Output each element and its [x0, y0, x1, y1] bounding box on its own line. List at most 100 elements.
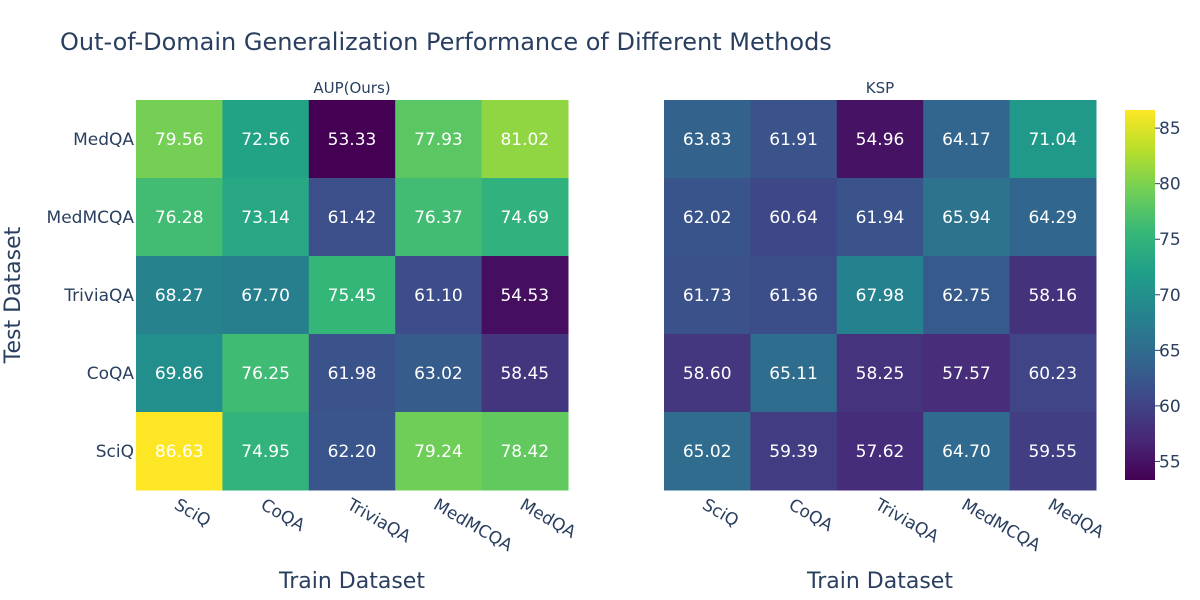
heatmap-cell: [750, 334, 838, 413]
cell-value-label: 59.39: [769, 442, 818, 462]
cell-value-label: 54.53: [500, 286, 549, 306]
x-tick-label: MedMCQA: [958, 495, 1044, 556]
y-tick-label: MedMCQA: [47, 208, 135, 228]
cell-value-label: 59.55: [1028, 442, 1077, 462]
heatmap-cell: [136, 256, 223, 335]
chart-title: Out-of-Domain Generalization Performance…: [60, 28, 832, 56]
x-axis-title: Train Dataset: [278, 569, 425, 594]
heatmap-cell: [1009, 334, 1097, 413]
cell-value-label: 57.57: [942, 364, 991, 384]
heatmap-cell: [481, 178, 569, 257]
heatmap-cell: [395, 178, 483, 257]
cell-value-label: 81.02: [500, 130, 549, 150]
heatmap-cell: [664, 256, 751, 335]
heatmap-cell: [750, 178, 838, 257]
heatmap-cell: [395, 100, 483, 179]
cell-value-label: 61.98: [328, 364, 377, 384]
heatmap-panel-1: KSP 63.83 61.91 54.96 64.17 71.04 62.02 60.64 61…: [664, 79, 1107, 594]
x-tick-label: TriviaQA: [871, 495, 943, 548]
heatmap-cell: [923, 412, 1011, 491]
cell-value-label: 86.63: [155, 442, 204, 462]
x-tick-label: CoQA: [257, 495, 308, 536]
cell-value-label: 53.33: [328, 130, 377, 150]
heatmap-cell: [222, 256, 310, 335]
heatmap-cell: [923, 178, 1011, 257]
heatmap-cell: [308, 100, 396, 179]
colorbar-tick-label: 80: [1159, 175, 1181, 195]
cell-value-label: 74.69: [500, 208, 549, 228]
cell-value-label: 60.64: [769, 208, 818, 228]
cell-value-label: 58.16: [1028, 286, 1077, 306]
colorbar-tick-label: 65: [1159, 341, 1181, 361]
cell-value-label: 61.36: [769, 286, 818, 306]
heatmap-cell: [836, 334, 924, 413]
heatmap-cell: [836, 100, 924, 179]
cell-value-label: 76.37: [414, 208, 463, 228]
panel-title: AUP(Ours): [313, 79, 390, 97]
cell-value-label: 67.70: [241, 286, 290, 306]
heatmap-cell: [308, 178, 396, 257]
cell-value-label: 61.73: [683, 286, 732, 306]
cell-value-label: 65.11: [769, 364, 818, 384]
x-axis-title: Train Dataset: [806, 569, 953, 594]
cell-value-label: 67.98: [856, 286, 905, 306]
heatmap-cell: [222, 334, 310, 413]
heatmap-cell: [395, 412, 483, 491]
cell-value-label: 58.60: [683, 364, 732, 384]
cell-value-label: 68.27: [155, 286, 204, 306]
cell-value-label: 54.96: [856, 130, 905, 150]
cell-value-label: 57.62: [856, 442, 905, 462]
cell-value-label: 60.23: [1028, 364, 1077, 384]
heatmap-cell: [664, 100, 751, 179]
y-tick-label: SciQ: [96, 442, 134, 462]
x-tick-label: TriviaQA: [343, 495, 415, 548]
heatmap-cell: [923, 256, 1011, 335]
heatmap-cell: [136, 334, 223, 413]
heatmap-cell: [923, 100, 1011, 179]
cell-value-label: 63.02: [414, 364, 463, 384]
cell-value-label: 61.91: [769, 130, 818, 150]
cell-value-label: 78.42: [500, 442, 549, 462]
heatmap-cell: [836, 256, 924, 335]
x-tick-label: MedMCQA: [430, 495, 516, 556]
cell-value-label: 79.24: [414, 442, 463, 462]
panel-title: KSP: [866, 79, 894, 97]
cell-value-label: 62.20: [328, 442, 377, 462]
heatmap-cell: [308, 412, 396, 491]
cell-value-label: 75.45: [328, 286, 377, 306]
x-tick-label: MedQA: [1044, 495, 1107, 543]
heatmap-cell: [1009, 412, 1097, 491]
cell-value-label: 76.28: [155, 208, 204, 228]
heatmap-cell: [481, 100, 569, 179]
heatmap-cell: [481, 334, 569, 413]
heatmap-cell: [395, 334, 483, 413]
cell-value-label: 74.95: [241, 442, 290, 462]
cell-value-label: 61.42: [328, 208, 377, 228]
y-tick-label: TriviaQA: [63, 286, 134, 306]
colorbar-tick-label: 75: [1159, 230, 1181, 250]
cell-value-label: 76.25: [241, 364, 290, 384]
cell-value-label: 65.02: [683, 442, 732, 462]
heatmap-cell: [836, 178, 924, 257]
heatmap-cell: [136, 412, 223, 491]
cell-value-label: 61.10: [414, 286, 463, 306]
cell-value-label: 58.25: [856, 364, 905, 384]
heatmap-cell: [222, 412, 310, 491]
cell-value-label: 63.83: [683, 130, 732, 150]
heatmap-cell: [1009, 256, 1097, 335]
heatmap-cell: [836, 412, 924, 491]
heatmap-cell: [664, 412, 751, 491]
cell-value-label: 72.56: [241, 130, 290, 150]
cell-value-label: 77.93: [414, 130, 463, 150]
heatmap-cell: [136, 178, 223, 257]
heatmap-cell: [136, 100, 223, 179]
cell-value-label: 61.94: [856, 208, 905, 228]
heatmap-cell: [395, 256, 483, 335]
cell-value-label: 73.14: [241, 208, 290, 228]
heatmap-cell: [664, 334, 751, 413]
heatmap-cell: [308, 256, 396, 335]
cell-value-label: 62.02: [683, 208, 732, 228]
x-tick-label: SciQ: [171, 495, 214, 531]
heatmap-cell: [923, 334, 1011, 413]
